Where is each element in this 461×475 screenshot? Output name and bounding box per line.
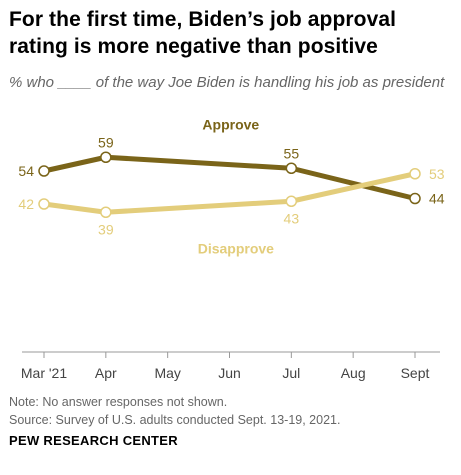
chart-subtitle: % who ____ of the way Joe Biden is handl… xyxy=(9,74,445,91)
data-label-approve: 59 xyxy=(98,134,114,150)
data-point-disapprove xyxy=(409,168,421,180)
data-point-disapprove xyxy=(100,206,112,218)
x-tick-label: Apr xyxy=(95,365,117,381)
x-tick-label: Jun xyxy=(218,365,241,381)
data-label-disapprove: 39 xyxy=(98,221,114,237)
x-tick-label: Mar '21 xyxy=(21,365,67,381)
data-point-approve xyxy=(38,165,50,177)
data-label-disapprove: 53 xyxy=(429,166,445,182)
x-tick-label: Aug xyxy=(341,365,366,381)
chart-title: For the first time, Biden’s job approval… xyxy=(9,8,397,58)
series-label-approve: Approve xyxy=(202,116,259,132)
notes: Note: No answer responses not shown. Sou… xyxy=(9,393,340,429)
data-point-disapprove xyxy=(285,195,298,207)
data-point-approve xyxy=(285,162,298,174)
data-label-approve: 55 xyxy=(284,145,300,161)
series-label-disapprove: Disapprove xyxy=(198,240,274,256)
x-tick-label: Sept xyxy=(401,365,430,381)
x-tick-label: May xyxy=(154,365,180,381)
data-label-approve: 54 xyxy=(18,163,34,179)
data-point-approve xyxy=(409,192,421,205)
series-line-disapprove xyxy=(41,171,418,215)
line-chart: Mar '21 Apr May Jun Jul Aug Sept 54 59 55 44 Approv… xyxy=(18,116,445,381)
series-line-approve xyxy=(41,154,418,201)
data-label-disapprove: 42 xyxy=(18,196,34,212)
data-point-disapprove xyxy=(38,198,50,210)
data-point-approve xyxy=(100,151,112,163)
org-name: PEW RESEARCH CENTER xyxy=(9,433,178,448)
source-text: Source: Survey of U.S. adults conducted … xyxy=(9,413,341,427)
data-label-disapprove: 43 xyxy=(284,210,300,226)
data-label-approve: 44 xyxy=(429,191,445,207)
note-text: Note: No answer responses not shown. xyxy=(9,395,228,409)
x-tick-label: Jul xyxy=(282,365,300,381)
